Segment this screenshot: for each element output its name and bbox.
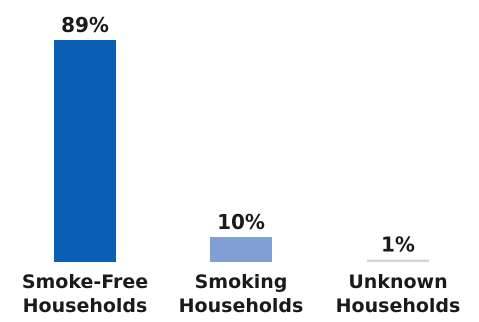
category-label-unknown-line-2: Households — [336, 295, 461, 317]
data-label-smoke-free: 89% — [61, 13, 109, 37]
data-label-unknown: 1% — [381, 233, 415, 257]
data-label-smoking: 10% — [217, 210, 265, 234]
category-label-smoking-line-2: Households — [179, 295, 304, 317]
bar-unknown — [367, 259, 429, 262]
category-label-smoke-free-line-2: Households — [23, 295, 148, 317]
category-label-unknown-line-1: Unknown — [348, 271, 447, 293]
category-label-smoke-free-line-1: Smoke-Free — [22, 271, 148, 293]
value-labels-group: 89% 10% 1% — [61, 13, 415, 257]
category-labels-group: Smoke-FreeHouseholdsSmokingHouseholdsUnk… — [22, 271, 461, 317]
category-label-smoking-line-1: Smoking — [195, 271, 288, 293]
bars-group — [54, 40, 429, 262]
bar-smoking — [210, 237, 272, 262]
bar-smoke-free — [54, 40, 116, 262]
